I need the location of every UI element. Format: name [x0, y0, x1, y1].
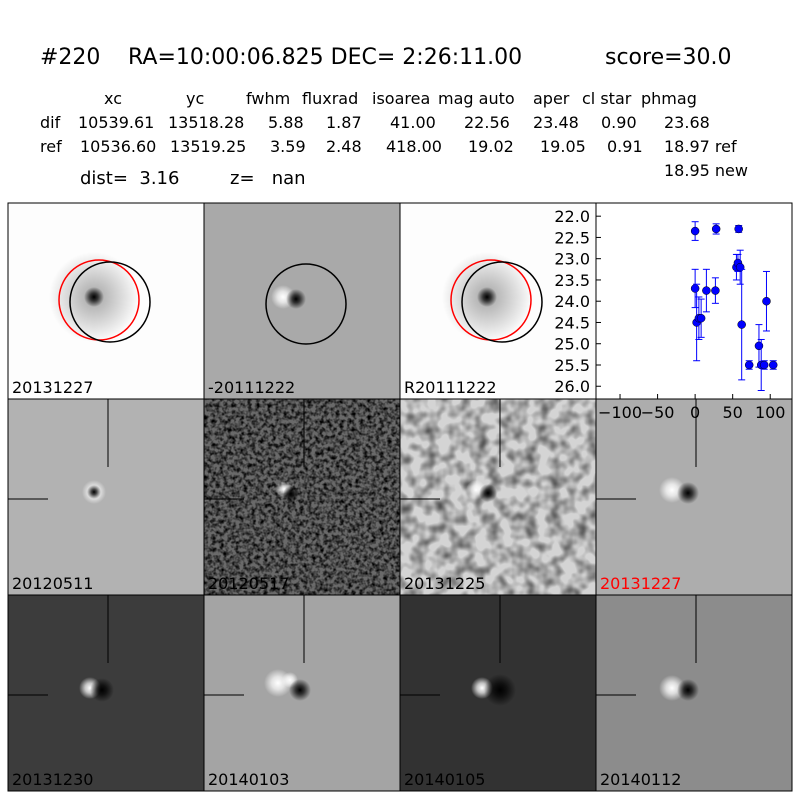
x-tick-label: 0 [690, 403, 700, 422]
source-blob [479, 484, 497, 502]
table-cell: 418.00 [386, 137, 442, 156]
table-cell: 5.88 [268, 113, 304, 132]
column-header: fwhm [246, 89, 290, 108]
data-point [696, 313, 706, 323]
table-cell: 18.97 ref [664, 137, 737, 156]
aperture-circle [461, 261, 543, 343]
table-cell: 2.48 [326, 137, 362, 156]
row-label: dif [40, 113, 61, 132]
y-tick-label: 24.0 [554, 292, 590, 311]
stamp-label: 20140105 [404, 770, 485, 789]
aperture-circle [69, 261, 151, 343]
table-cell: 19.05 [540, 137, 586, 156]
data-point [754, 341, 764, 351]
data-point [711, 286, 720, 295]
distance: dist= 3.16 [80, 168, 179, 189]
x-tick-label: −100 [598, 403, 642, 422]
data-point [690, 284, 700, 293]
column-header: isoarea [372, 89, 430, 108]
stamp-label: 20140112 [600, 770, 681, 789]
y-tick-label: 25.0 [554, 335, 590, 354]
column-header: fluxrad [302, 89, 358, 108]
stamp-label: 20131230 [12, 770, 93, 789]
source-blob [477, 287, 497, 307]
stamp-label: 20140103 [208, 770, 289, 789]
source-blob [87, 485, 101, 499]
stamp-noise [204, 399, 400, 595]
data-point [768, 360, 778, 370]
table-cell: 23.48 [533, 113, 579, 132]
table-cell: 41.00 [390, 113, 436, 132]
table-cell: 22.56 [464, 113, 510, 132]
redshift: z= nan [230, 168, 306, 189]
table-cell: 3.59 [270, 137, 306, 156]
stamp-label: 20131227 [600, 574, 681, 593]
table-cell: 23.68 [664, 113, 710, 132]
data-point [737, 320, 746, 329]
data-point [690, 226, 700, 236]
data-point [759, 360, 769, 370]
y-tick-label: 24.5 [554, 313, 590, 332]
x-tick-label: 100 [755, 403, 786, 422]
stamp-label: 20131227 [12, 378, 93, 397]
column-header: phmag [641, 89, 697, 108]
stamp-label: 20131225 [404, 574, 485, 593]
column-header: yc [186, 89, 204, 108]
source-blob [283, 486, 299, 502]
y-tick-label: 26.0 [554, 377, 590, 396]
y-tick-label: 22.5 [554, 228, 590, 247]
data-point [711, 224, 721, 234]
data-point [762, 296, 771, 306]
table-cell: 0.91 [607, 137, 643, 156]
coordinates: RA=10:00:06.825 DEC= 2:26:11.00 [128, 45, 522, 70]
stamp-noise [400, 399, 596, 595]
new-mag: 18.95 new [664, 161, 748, 180]
table-cell: 19.02 [468, 137, 514, 156]
column-header: cl star [582, 89, 632, 108]
source-blob [90, 678, 114, 702]
table-cell: 0.90 [601, 113, 637, 132]
data-point [734, 224, 743, 234]
stamp-label: 20120511 [12, 574, 93, 593]
table-cell: 13518.28 [168, 113, 244, 132]
table-cell: 10539.61 [78, 113, 154, 132]
column-header: xc [104, 89, 122, 108]
source-blob [484, 674, 516, 706]
stamp-label: R20111222 [404, 378, 497, 397]
column-header: mag auto [438, 89, 515, 108]
stamp-label: 20120517 [208, 574, 289, 593]
data-point [702, 286, 711, 295]
source-blob [84, 287, 104, 307]
stamp-label: -20111222 [208, 378, 295, 397]
y-tick-label: 25.5 [554, 356, 590, 375]
x-tick-label: 50 [722, 403, 742, 422]
x-tick-label: −50 [641, 403, 675, 422]
source-blob [677, 482, 699, 504]
table-cell: 10536.60 [80, 137, 156, 156]
data-point [744, 360, 754, 370]
data-point [735, 262, 745, 272]
table-cell: 13519.25 [170, 137, 246, 156]
column-header: aper [533, 89, 570, 108]
row-label: ref [40, 137, 62, 156]
stamp-frame [595, 594, 793, 792]
source-blob [289, 679, 311, 701]
source-blob [286, 289, 306, 309]
y-tick-label: 22.0 [554, 207, 590, 226]
stamp [8, 399, 204, 595]
y-tick-label: 23.0 [554, 250, 590, 269]
aperture-circle [265, 263, 347, 345]
score: score=30.0 [605, 45, 732, 70]
table-cell: 1.87 [326, 113, 362, 132]
object-id: #220 [40, 45, 100, 70]
y-tick-label: 23.5 [554, 271, 590, 290]
source-blob [677, 679, 699, 701]
